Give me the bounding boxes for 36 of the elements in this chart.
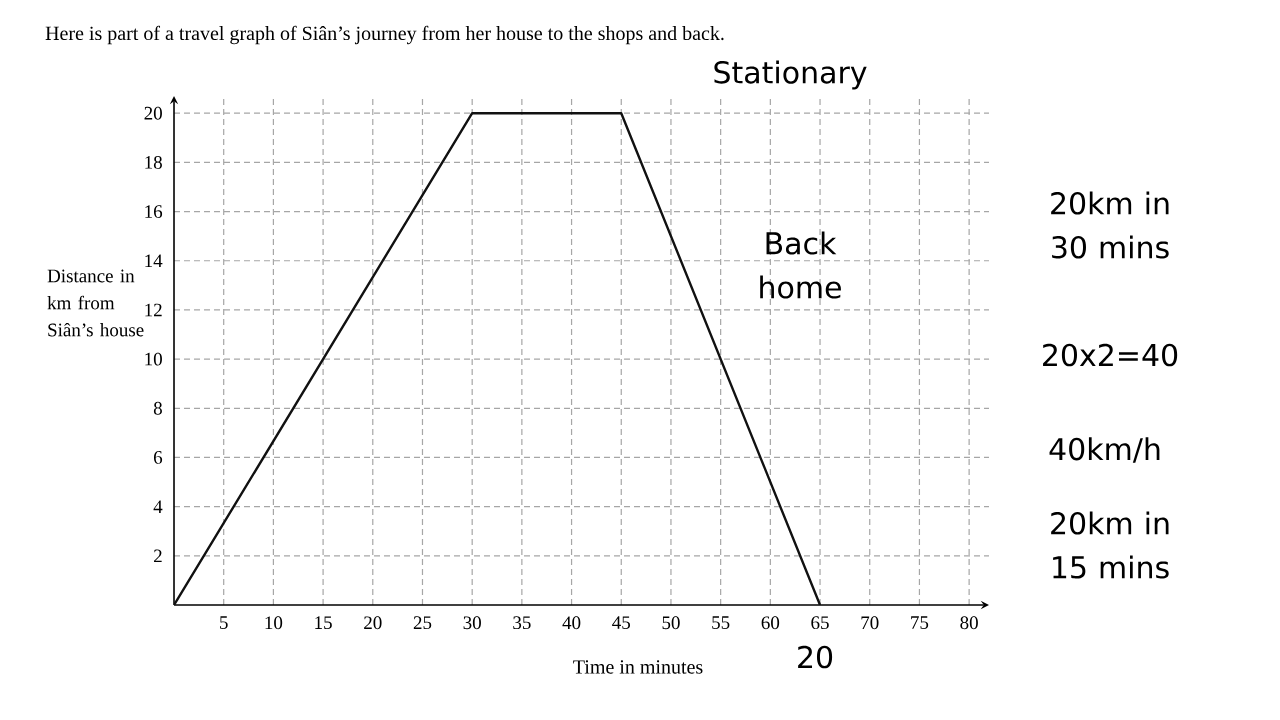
annotation: Back home xyxy=(760,231,841,299)
x-tick-label: 25 xyxy=(413,616,432,630)
text: 20km in 15 mins xyxy=(1051,511,1169,579)
text: Stationary xyxy=(714,60,867,90)
x-tick-label: 65 xyxy=(811,616,829,630)
y-tick-label: 4 xyxy=(153,500,163,513)
text: 40km/h xyxy=(1049,437,1160,463)
x-tick-label: 40 xyxy=(562,616,581,630)
y-tick-label: 6 xyxy=(153,451,163,464)
y-tick-label: 14 xyxy=(145,254,163,268)
x-tick-label: 10 xyxy=(265,616,283,630)
y-tick-label: 8 xyxy=(153,401,162,415)
y-tick-label: 20 xyxy=(144,106,162,120)
x-tick-label: 60 xyxy=(761,616,780,630)
text: 20x2=40 xyxy=(1043,343,1178,367)
text: 20 xyxy=(798,645,833,669)
text: 20km in 30 mins xyxy=(1051,191,1169,259)
x-axis-title: Time in minutes xyxy=(573,660,703,674)
y-tick-label: 18 xyxy=(145,155,162,169)
y-tick-label: 2 xyxy=(154,549,162,563)
y-tick-label: 16 xyxy=(145,205,163,218)
x-tick-label: 35 xyxy=(513,616,531,630)
x-tick-label: 50 xyxy=(662,616,680,630)
x-tick-label: 20 xyxy=(364,616,382,630)
x-tick-label: 15 xyxy=(315,616,332,630)
y-tick-label: 10 xyxy=(145,352,162,366)
x-tick-label: 70 xyxy=(861,616,879,630)
x-tick-label: 80 xyxy=(960,616,978,630)
x-tick-label: 5 xyxy=(220,616,228,629)
y-tick-label: 12 xyxy=(145,303,162,317)
x-tick-label: 55 xyxy=(712,616,730,629)
x-tick-label: 75 xyxy=(911,616,929,629)
y-axis-title: Distance in km from Siân’s house xyxy=(47,269,144,337)
chart-title: Here is part of a travel graph of Siân’s journey from her house to the shops and back. xyxy=(45,25,724,45)
x-tick-label: 45 xyxy=(612,616,631,630)
x-tick-label: 30 xyxy=(463,616,481,630)
